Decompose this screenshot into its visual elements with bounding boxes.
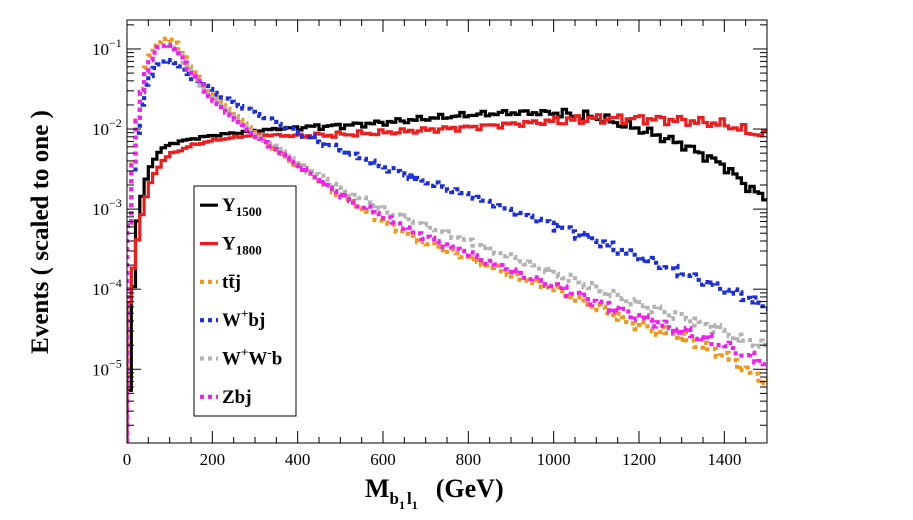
axis-titles: Mb1 l1(GeV) Events ( scaled to one ) [27, 110, 504, 512]
legend-label: Zbj [222, 387, 252, 408]
legend-box [193, 185, 297, 417]
series-line [127, 58, 767, 443]
series-y-1500 [127, 107, 767, 443]
legend: Y1500 Y1800 tt̄j W+bj W+W-b Zbj [193, 185, 297, 417]
x-tick-label: 200 [200, 450, 226, 469]
x-tick-label: 1200 [622, 450, 656, 469]
y-tick-label: 10−1 [92, 36, 122, 59]
y-tick-label: 10−4 [92, 276, 122, 299]
x-tick-label: 1400 [707, 450, 741, 469]
y-tick-label: 10−3 [92, 196, 122, 219]
series-w-w-b [127, 41, 767, 443]
legend-label: tt̄j [222, 272, 241, 293]
y-tick-label: 10−2 [92, 116, 122, 139]
legend-label: Y1500 [222, 195, 262, 219]
series-line [127, 41, 767, 443]
series-line [127, 113, 767, 443]
y-axis-title: Events ( scaled to one ) [27, 110, 54, 354]
x-tick-label: 600 [370, 450, 396, 469]
x-tick-label: 0 [123, 450, 132, 469]
x-axis-title: Mb1 l1(GeV) [365, 474, 504, 512]
x-tick-label: 800 [456, 450, 482, 469]
series-layer [127, 36, 767, 443]
y-tick-label: 10−5 [92, 356, 122, 379]
series-w-bj [127, 58, 767, 443]
legend-label: W+bj [222, 306, 265, 331]
x-tick-label: 400 [285, 450, 311, 469]
series-line [127, 107, 767, 443]
ticks-layer: 0 200 400 600 800 1000 1200 1400 10−1 10−2 10−3 10−… [92, 20, 768, 469]
legend-label: Y1800 [222, 234, 262, 258]
x-tick-label: 1000 [537, 450, 571, 469]
series-y-1800 [127, 113, 767, 443]
legend-label: W+W-b [222, 345, 282, 370]
